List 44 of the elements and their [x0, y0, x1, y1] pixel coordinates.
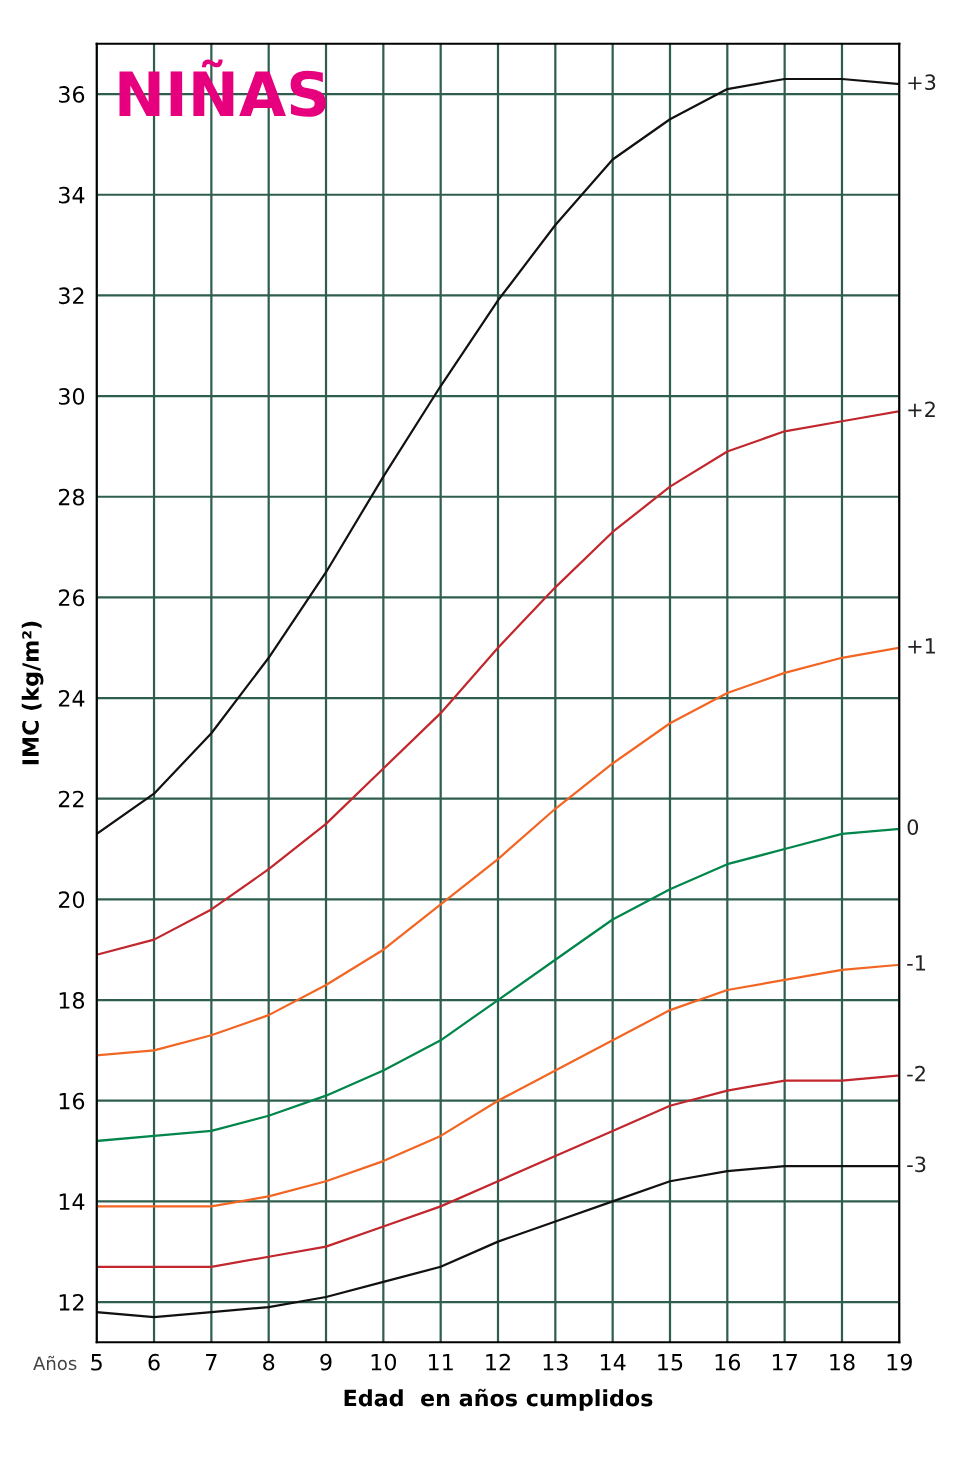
y-tick-label: 20 — [58, 891, 85, 909]
x-tick-label: 19 — [887, 1353, 912, 1371]
x-tick-label: 7 — [206, 1354, 217, 1371]
y-tick-label: 12 — [59, 1293, 84, 1311]
y-tick-label: 26 — [58, 589, 85, 607]
x-tick-label: 11 — [428, 1354, 453, 1371]
y-tick-label: 24 — [58, 690, 85, 707]
x-axis-title: Edad en años cumplidos — [344, 1388, 653, 1411]
series-label: +1 — [908, 638, 935, 654]
x-tick-label: 16 — [715, 1353, 741, 1371]
series-label: -1 — [907, 955, 926, 971]
y-tick-label: 16 — [59, 1092, 85, 1110]
series-label: 0 — [907, 819, 919, 835]
y-tick-label: 14 — [59, 1193, 85, 1210]
line-series — [96, 1074, 900, 1268]
x-tick-label: 10 — [371, 1353, 397, 1371]
line-series — [96, 827, 900, 1143]
series-label: -3 — [907, 1156, 926, 1173]
x-tick-label: 12 — [486, 1353, 510, 1371]
x-tick-label: 6 — [148, 1353, 160, 1371]
x-tick-label: 5 — [91, 1354, 102, 1371]
series-label: +3 — [908, 74, 936, 91]
y-tick-label: 32 — [59, 287, 84, 305]
y-tick-label: 28 — [58, 488, 85, 506]
line-series — [96, 1165, 900, 1319]
series-label: -2 — [907, 1065, 925, 1082]
y-axis-title: IMC (kg/m²) — [21, 621, 44, 765]
x-tick-label: 13 — [543, 1353, 568, 1371]
y-tick-label: 22 — [58, 790, 84, 808]
y-tick-label: 36 — [59, 86, 85, 103]
x-tick-label: 8 — [263, 1353, 275, 1371]
x-tick-label: 14 — [600, 1354, 626, 1371]
x-tick-label: 18 — [830, 1353, 855, 1371]
line-series — [96, 410, 900, 956]
y-tick-label: 30 — [59, 388, 85, 405]
line-series — [96, 646, 900, 1057]
x-tick-label: 9 — [320, 1353, 332, 1371]
y-tick-label: 34 — [59, 186, 85, 204]
series-label: +2 — [908, 401, 935, 417]
y-tick-label: 18 — [59, 991, 85, 1009]
x-tick-label: 15 — [658, 1354, 683, 1371]
x-tick-label: 17 — [772, 1354, 797, 1371]
text: Años — [33, 1355, 77, 1371]
line-series — [96, 963, 900, 1208]
